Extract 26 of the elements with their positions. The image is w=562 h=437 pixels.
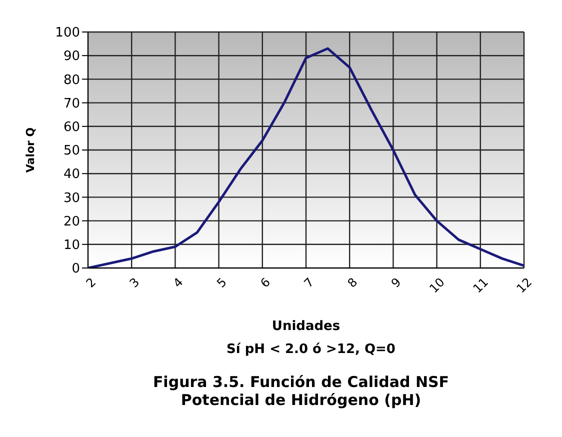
y-tick-label: 50 <box>63 144 80 159</box>
text: Sí pH < 2.0 ó >12, Q=0 <box>226 342 396 357</box>
y-tick-label: 20 <box>63 214 80 230</box>
x-tick-label: 8 <box>344 275 360 290</box>
y-tick-label: 70 <box>63 96 80 112</box>
y-tick-label: 0 <box>72 262 80 277</box>
x-tick-label: 5 <box>214 275 230 290</box>
x-tick-label: 11 <box>470 275 492 296</box>
y-tick-label: 40 <box>63 167 80 182</box>
y-tick-label: 100 <box>55 26 80 41</box>
y-tick-label: 60 <box>63 120 80 136</box>
x-tick-label: 12 <box>514 275 535 296</box>
x-axis-title: Unidades <box>272 319 340 334</box>
x-tick-label: 6 <box>258 275 274 290</box>
y-axis-title: Valor Q <box>24 127 37 173</box>
x-tick-label: 4 <box>170 275 186 290</box>
y-tick-label: 30 <box>63 190 80 206</box>
text: Figura 3.5. Función de Calidad NSF Potencial de Hidrógeno (pH) <box>152 373 450 409</box>
x-tick-label: 9 <box>388 275 404 290</box>
x-tick-label: 10 <box>426 275 448 296</box>
x-tick-label: 3 <box>126 275 142 290</box>
y-tick-label: 10 <box>63 238 80 254</box>
y-tick-label: 80 <box>63 72 80 88</box>
x-tick-label: 7 <box>301 275 317 290</box>
x-tick-label: 2 <box>83 275 99 290</box>
y-tick-label: 90 <box>63 49 80 64</box>
